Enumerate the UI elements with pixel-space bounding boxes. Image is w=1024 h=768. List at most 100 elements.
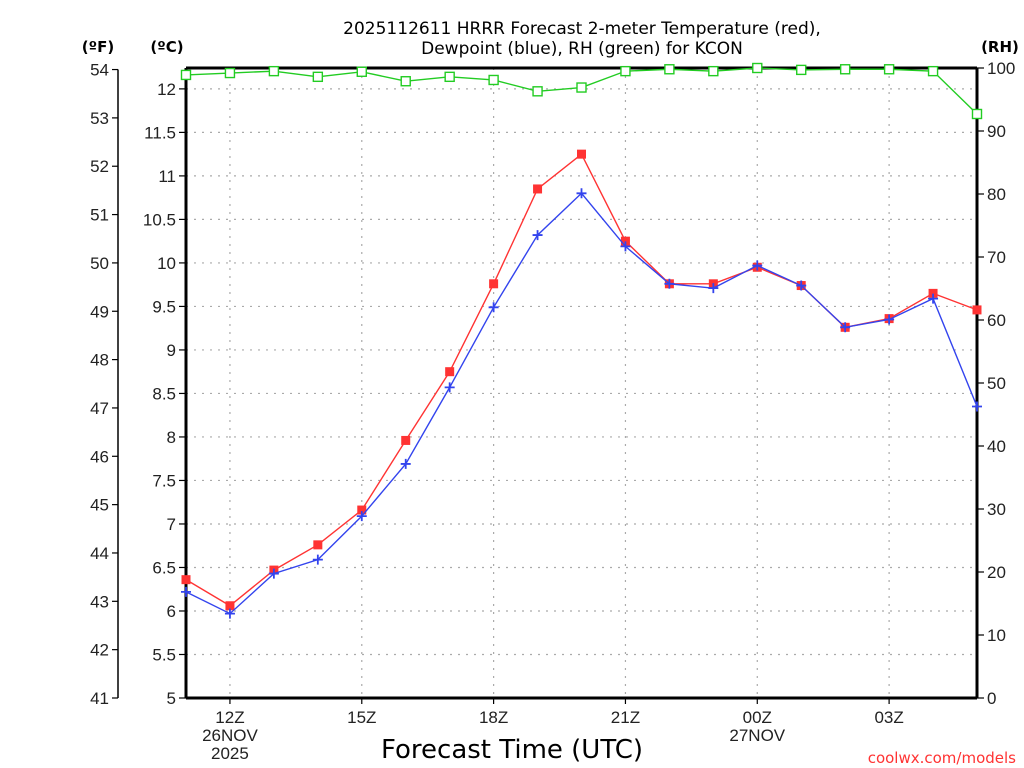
rh-point [883,64,895,75]
temperature-point [533,184,543,194]
dewpoint-point [664,278,675,289]
rh-point [356,66,367,77]
rh-tick-label: 0 [987,689,996,708]
x-tick-label: 18Z [479,708,508,727]
temperature-point [357,505,367,515]
rh-point [576,82,587,93]
x-tick-label: 26NOV [202,726,258,745]
rh-point [532,86,543,97]
fahrenheit-tick-label: 51 [90,206,109,225]
fahrenheit-tick-label: 52 [90,157,109,176]
fahrenheit-tick-label: 46 [90,447,109,466]
dewpoint-point [752,260,763,271]
rh-point [839,64,851,75]
rh-point [268,65,280,77]
fahrenheit-tick-label: 42 [90,641,109,660]
temperature-point [972,305,982,315]
temperature-point [313,540,323,550]
axes: 41 42 43 44 45 46 47 48 49 50 51 52 53 54 5 5.5 6 6.5 7 7.5… [90,59,1015,763]
celsius-tick-label: 10 [157,254,176,273]
dewpoint-point [576,188,587,199]
fahrenheit-unit-label: (ºF) [82,38,114,56]
x-tick-label: 15Z [347,708,376,727]
celsius-tick-label: 9.5 [152,297,176,316]
temperature-point [181,575,191,585]
dewpoint-point [884,314,895,325]
rh-point [664,64,675,75]
celsius-tick-label: 8.5 [152,384,176,403]
temperature-point [928,288,938,298]
celsius-tick-label: 6.5 [152,558,176,577]
rh-point [400,76,411,87]
temperature-point [577,149,586,159]
celsius-tick-label: 10.5 [143,210,176,229]
celsius-tick-label: 8 [167,428,176,447]
fahrenheit-tick-label: 41 [90,689,109,708]
series-line-dewpoint [185,192,978,615]
dewpoint-point [972,401,982,412]
x-tick-label: 00Z [743,708,772,727]
celsius-tick-label: 5 [167,689,176,708]
chart-title-line-1: 2025112611 HRRR Forecast 2-meter Tempera… [343,19,821,39]
rh-unit-label: (RH) [981,38,1019,56]
x-axis-label: Forecast Time (UTC) [381,735,643,765]
celsius-tick-label: 9 [167,341,176,360]
celsius-tick-label: 7.5 [152,471,176,490]
x-tick-label: 2025 [211,744,249,763]
rh-tick-label: 60 [987,311,1006,330]
dewpoint-point [928,293,939,304]
dewpoint-point [488,302,499,313]
x-tick-label: 27NOV [729,726,785,745]
temperature-point [225,601,235,611]
x-tick-label: 03Z [874,708,903,727]
series-layer [180,62,983,619]
dewpoint-point [224,608,235,619]
dewpoint-point [796,280,807,291]
rh-tick-label: 50 [987,374,1006,393]
rh-tick-label: 70 [987,248,1006,267]
rh-tick-label: 90 [987,122,1006,141]
series-dewpoint [181,188,982,619]
celsius-tick-label: 12 [157,80,176,99]
rh-point [796,64,807,76]
dewpoint-point [181,586,191,597]
rh-tick-label: 10 [987,626,1006,645]
dewpoint-point [532,230,543,241]
dewpoint-point [840,322,851,333]
fahrenheit-tick-label: 44 [90,544,109,563]
dewpoint-point [620,241,631,252]
fahrenheit-tick-label: 53 [90,109,109,128]
rh-tick-label: 40 [987,437,1006,456]
rh-point [444,71,455,83]
rh-point [971,108,983,120]
series-rh [180,62,983,120]
celsius-tick-label: 6 [167,602,176,621]
rh-point [927,65,939,77]
rh-tick-label: 30 [987,500,1006,519]
celsius-tick-label: 5.5 [152,645,176,664]
temperature-point [401,435,411,445]
rh-tick-label: 80 [987,185,1006,204]
fahrenheit-tick-label: 43 [90,592,109,611]
fahrenheit-tick-label: 49 [90,302,109,321]
rh-tick-label: 100 [987,59,1015,78]
dewpoint-point [312,554,323,565]
rh-point [224,67,236,79]
series-temperature [181,149,982,611]
celsius-tick-label: 11 [158,167,176,186]
rh-point [620,65,631,77]
series-line-temperature [185,153,978,607]
rh-point [312,71,324,83]
rh-tick-label: 20 [987,563,1006,582]
dewpoint-point [268,568,279,579]
grid-lines [186,68,977,699]
temperature-point [445,367,455,377]
x-tick-label: 12Z [215,708,244,727]
dewpoint-point [708,283,719,294]
chart-title-line-2: Dewpoint (blue), RH (green) for KCON [421,39,743,59]
rh-point [752,62,763,74]
rh-point [488,74,499,86]
celsius-tick-label: 11.5 [144,123,176,142]
celsius-unit-label: (ºC) [150,38,183,56]
fahrenheit-tick-label: 47 [90,399,109,418]
